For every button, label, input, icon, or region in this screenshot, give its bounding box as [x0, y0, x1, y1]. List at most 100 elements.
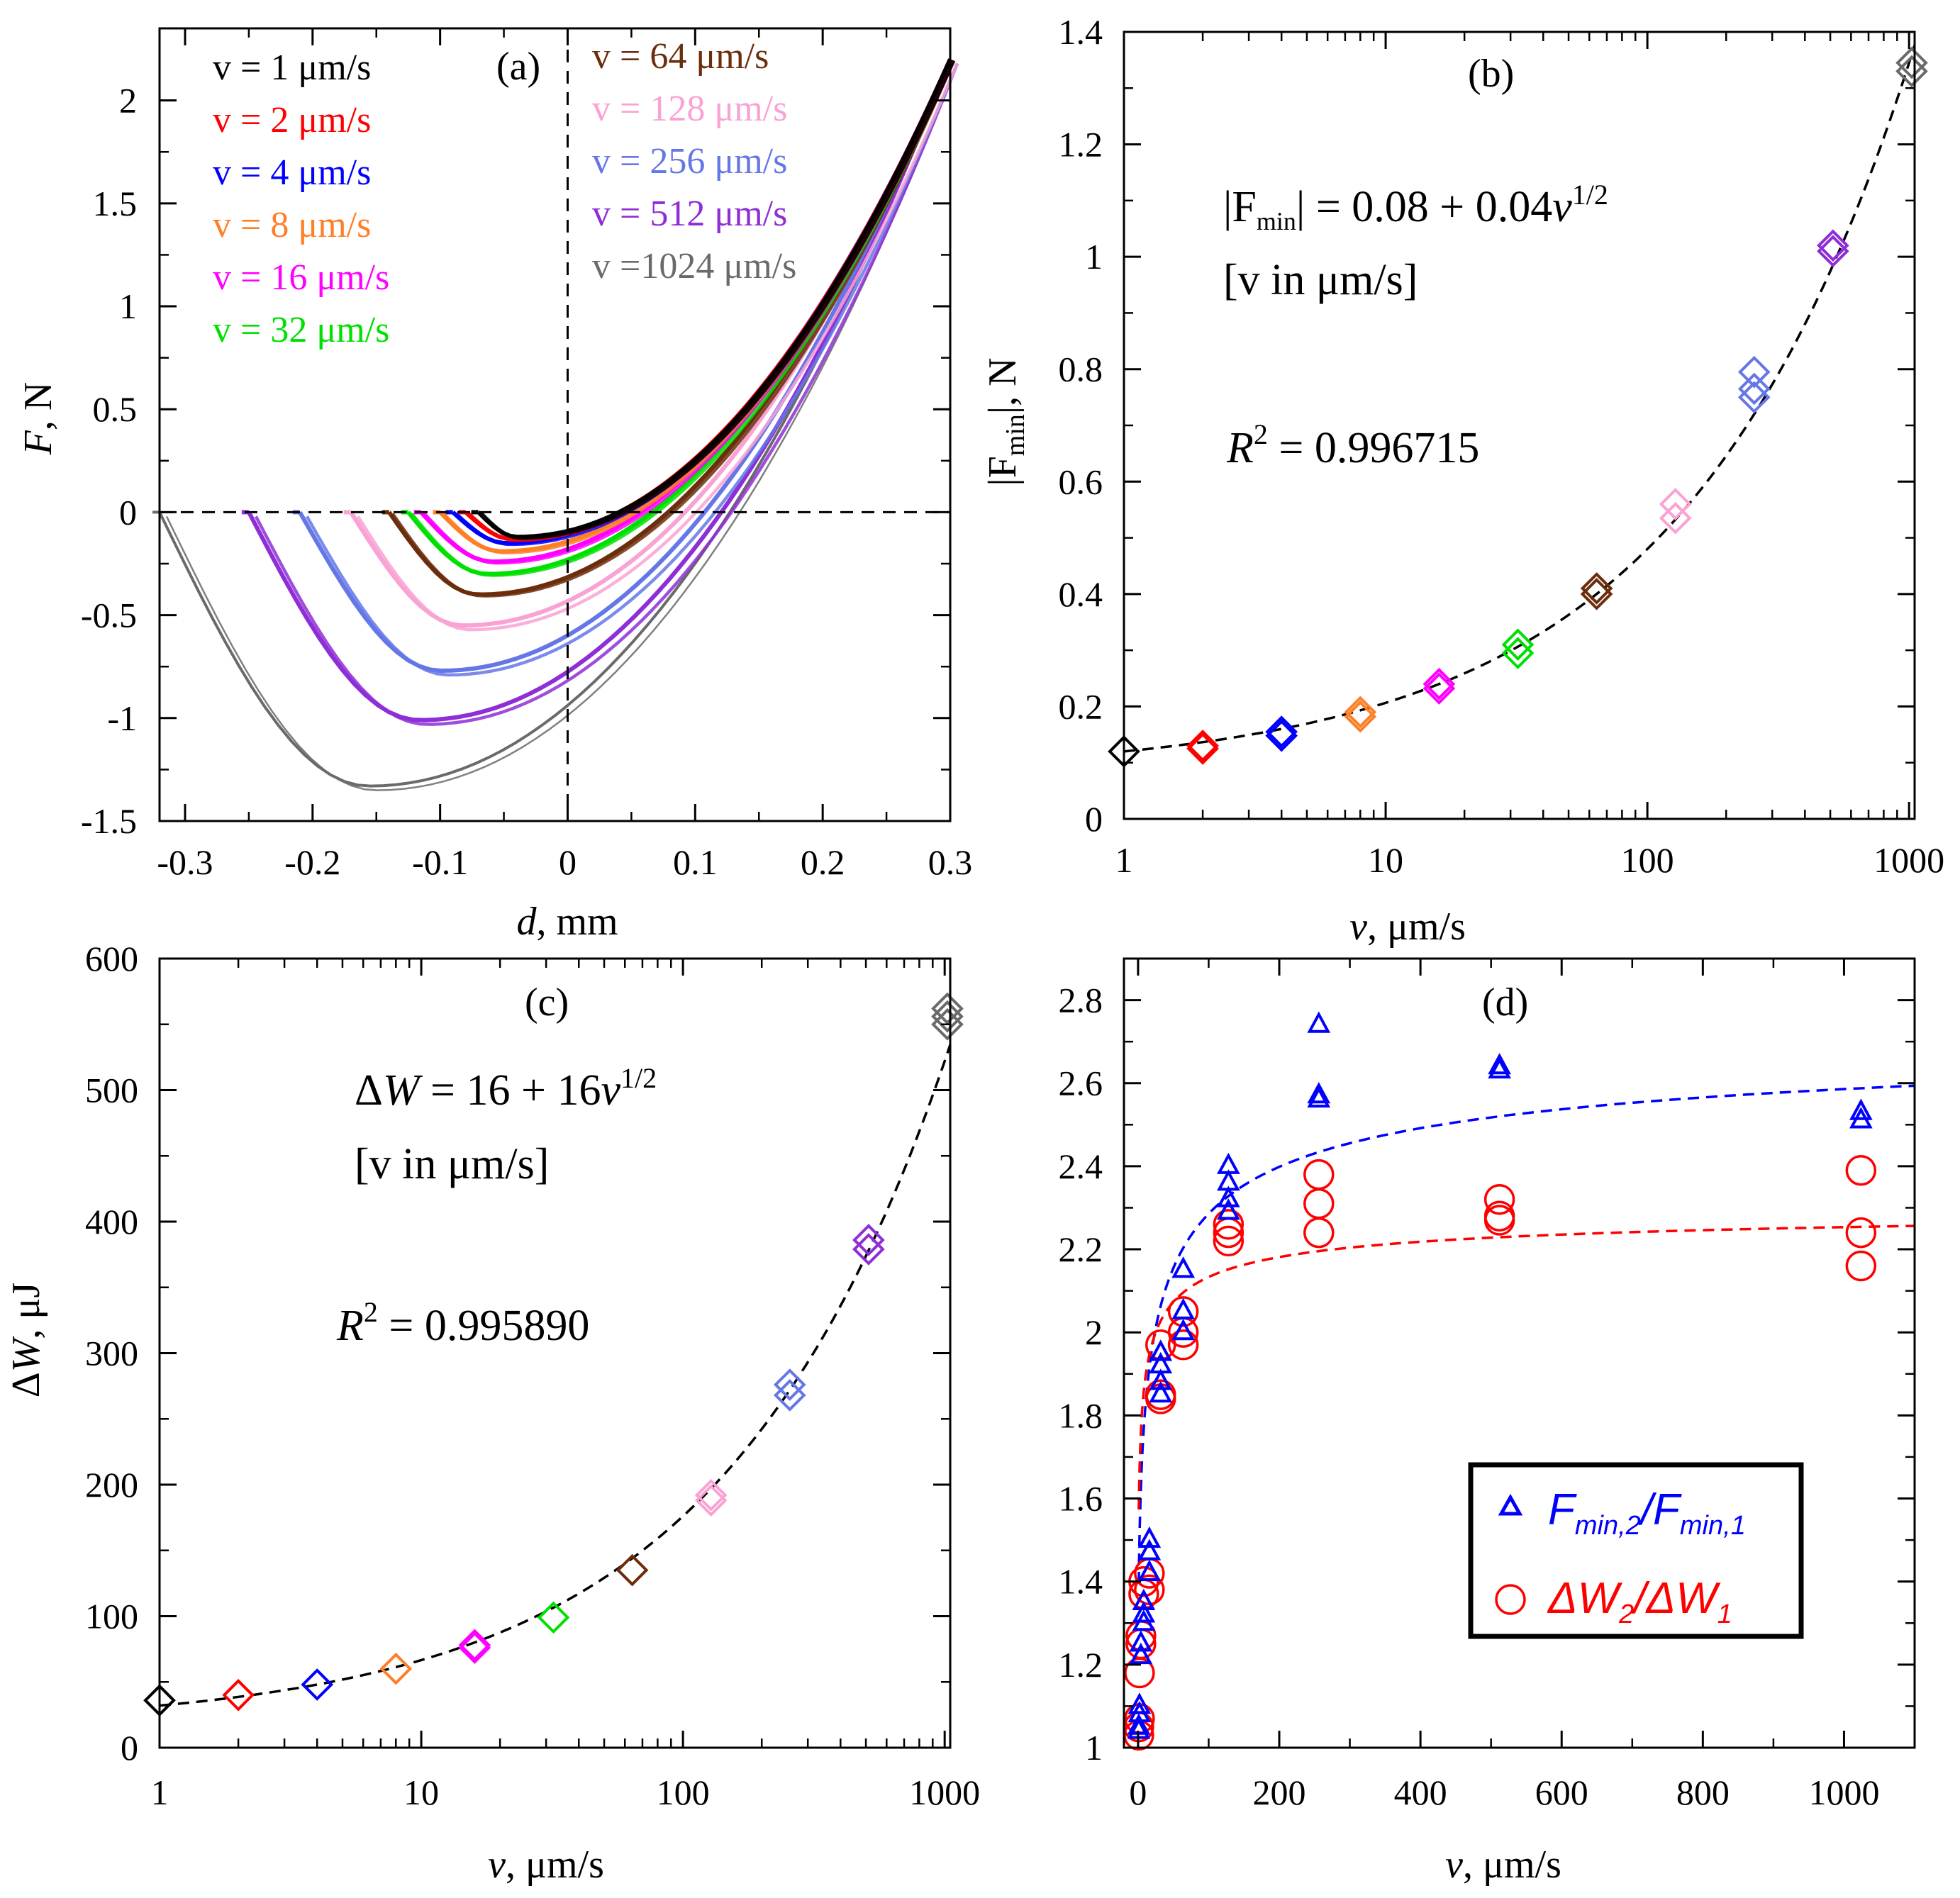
y-tick-label: 1.2: [1059, 1645, 1103, 1685]
y-tick-label: 1.2: [1059, 125, 1103, 164]
y-tick-label: -1: [107, 698, 137, 738]
panel-d-label: (d): [1482, 981, 1528, 1025]
y-tick-label: 1.4: [1059, 1562, 1103, 1602]
y-tick-label: 0.8: [1059, 350, 1103, 389]
data-point-triangle: [1137, 1539, 1162, 1561]
x-tick-label: 10: [403, 1773, 439, 1812]
panel-d-points: [1123, 1011, 1877, 1751]
data-point: [1265, 719, 1298, 752]
data-point: [1659, 501, 1692, 535]
panel-c-fit-equation: ΔW = 16 + 16v1/2: [355, 1062, 657, 1115]
panel-c: 0 100 200 300 400 500 600 1 10 100 1000 (c) ΔW = 1…: [4, 939, 980, 1887]
data-point-triangle: [1307, 1011, 1331, 1033]
panel-c-fit-curve: [159, 1044, 952, 1707]
x-tick-label: 0: [559, 842, 577, 882]
data-point-triangle: [1171, 1297, 1195, 1319]
data-point: [1817, 235, 1849, 268]
panel-b-fit-curve: [1123, 45, 1916, 753]
panel-b-r2: R2 = 0.996715: [1226, 418, 1479, 472]
legend-entry: v = 256 μm/s: [592, 141, 787, 182]
data-point-triangle: [1137, 1526, 1162, 1548]
y-tick-label: 1.5: [93, 184, 138, 223]
x-tick-label: 1: [1115, 840, 1133, 880]
panel-c-units-note: [v in μm/s]: [355, 1140, 549, 1188]
y-tick-label: 200: [85, 1465, 138, 1505]
data-point: [458, 1629, 491, 1662]
data-point: [1580, 578, 1613, 610]
force-curve-repeat-3: [442, 60, 956, 554]
y-tick-label: 2.4: [1059, 1146, 1103, 1186]
data-point: [1580, 572, 1613, 605]
y-tick-label: 1.4: [1059, 12, 1103, 52]
data-point-circle: [1145, 1379, 1176, 1410]
legend-entry: v =1024 μm/s: [592, 246, 796, 286]
panel-c-points: [143, 992, 964, 1717]
panel-b-xlabel: v, μm/s: [1349, 905, 1466, 949]
data-point-triangle: [1127, 1700, 1152, 1723]
data-point-triangle: [1149, 1380, 1173, 1403]
data-point-circle: [1845, 1155, 1877, 1186]
x-tick-label: 1000: [1808, 1773, 1879, 1812]
data-point-circle: [1167, 1329, 1199, 1361]
x-tick-label: 0.2: [801, 842, 845, 882]
panel-d-legend: Fmin,2/Fmin,1 ΔW2/ΔW1: [1468, 1462, 1804, 1639]
data-point-triangle: [1132, 1609, 1156, 1631]
y-tick-label: 2.8: [1059, 981, 1103, 1020]
panel-b: 0 0.2 0.4 0.6 0.8 1 1.2 1.4 1 10 100 1000 (b) |Fmin…: [981, 12, 1944, 949]
panel-a-frame: [158, 27, 952, 822]
panel-c-ylabel: ΔW, μJ: [4, 1283, 48, 1398]
data-point: [1659, 488, 1692, 520]
force-curve-repeat-0: [481, 60, 956, 540]
y-tick-label: 2: [119, 81, 137, 121]
legend-entry: v = 32 μm/s: [213, 310, 389, 350]
data-point: [1895, 46, 1928, 79]
x-tick-label: -0.1: [412, 842, 468, 882]
legend-circle-marker: [1495, 1584, 1526, 1615]
y-tick-label: -1.5: [81, 801, 137, 841]
panel-d-legend-box: [1468, 1462, 1804, 1639]
y-tick-label: 500: [85, 1071, 138, 1110]
data-point-triangle: [1129, 1630, 1153, 1652]
data-point: [852, 1233, 885, 1266]
data-point: [773, 1368, 806, 1401]
data-point-triangle: [1149, 1368, 1173, 1390]
data-point: [1737, 381, 1771, 414]
panel-c-frame: [158, 957, 952, 1749]
y-tick-label: 0: [1085, 799, 1103, 839]
panel-a-label: (a): [496, 45, 540, 89]
force-curve-repeat-10: [165, 63, 959, 791]
y-tick-label: 1: [1085, 237, 1103, 277]
legend-entry: v = 4 μm/s: [213, 152, 371, 193]
legend-entry: v = 8 μm/s: [213, 205, 371, 245]
data-point: [1501, 637, 1535, 669]
x-tick-label: 1: [151, 1773, 169, 1812]
data-point: [379, 1652, 413, 1685]
data-point-triangle: [1488, 1056, 1511, 1079]
data-point-circle: [1303, 1159, 1335, 1190]
data-point: [616, 1553, 649, 1587]
x-tick-label: -0.2: [284, 842, 340, 882]
panel-a: -1.5 -1 -0.5 0 0.5 1 1.5 2 -0.3 -0.2 -0.1 0 0.1 0.2 0.…: [16, 27, 972, 944]
legend-triangle-marker: [1498, 1493, 1523, 1516]
panel-c-label: (c): [525, 981, 569, 1025]
legend-entry: v = 16 μm/s: [213, 257, 389, 298]
panel-c-axis-ticks: 0 100 200 300 400 500 600 1 10 100 1000: [85, 939, 980, 1812]
data-point: [301, 1668, 334, 1701]
data-point: [1186, 732, 1219, 765]
panel-b-fit-equation: |Fmin| = 0.08 + 0.04v1/2: [1223, 179, 1608, 235]
x-tick-label: 1000: [909, 1773, 980, 1812]
data-point: [931, 1007, 964, 1041]
force-curve-repeat-9: [254, 62, 959, 726]
data-point-circle: [1303, 1217, 1335, 1249]
data-point-circle: [1483, 1184, 1515, 1215]
y-tick-label: 600: [85, 939, 138, 978]
data-point: [694, 1479, 728, 1512]
data-point: [537, 1601, 570, 1634]
data-point-triangle: [1129, 1642, 1153, 1665]
data-point: [1422, 672, 1456, 705]
force-curve-repeat-2: [455, 60, 956, 547]
data-point-triangle: [1127, 1692, 1152, 1714]
y-tick-label: -0.5: [81, 596, 137, 635]
x-tick-label: 0: [1129, 1773, 1147, 1812]
data-point: [1817, 229, 1849, 262]
